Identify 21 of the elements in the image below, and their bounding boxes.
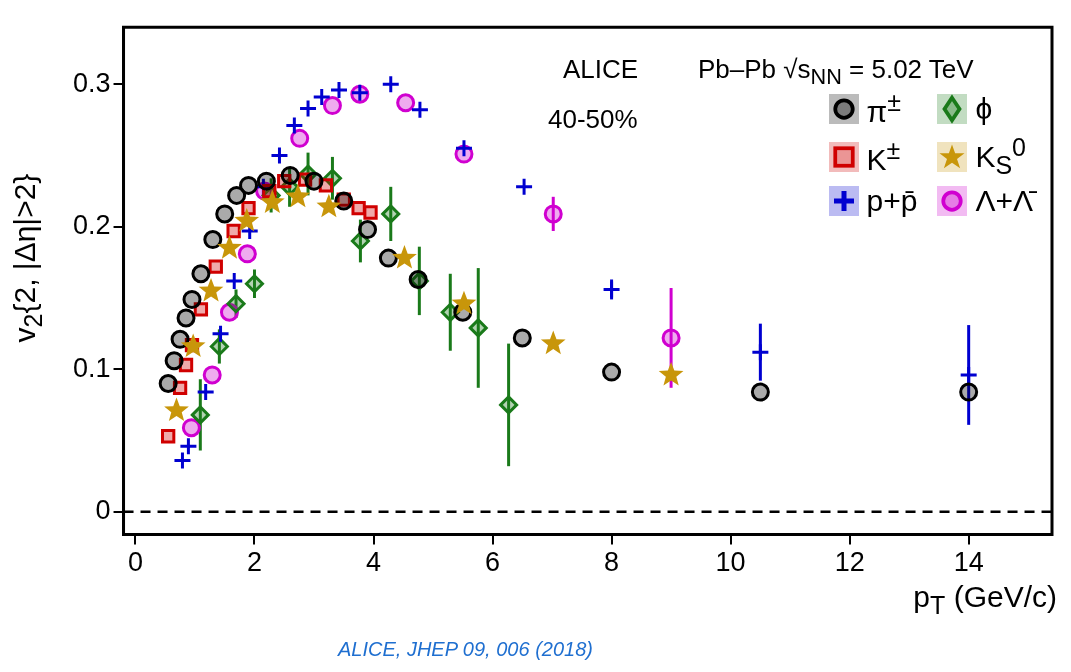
- x-tick-label: 10: [715, 547, 746, 578]
- text: ALICE, JHEP 09, 006 (2018): [338, 638, 593, 661]
- annotation: 40-50%: [548, 104, 638, 135]
- x-tick-label: 2: [246, 547, 262, 578]
- x-tick-label: 14: [953, 547, 984, 578]
- x-tick-label: 12: [834, 547, 865, 578]
- y-tick-label: 0.2: [72, 210, 111, 241]
- x-tick-label: 0: [127, 547, 143, 578]
- legend-label: K$^{±}$: [866, 136, 901, 177]
- legend-label: p+p̄: [866, 184, 918, 218]
- y-tick-label: 0: [95, 495, 111, 526]
- y-tick-label: 0.3: [72, 67, 111, 98]
- legend-label: π$^{±}$: [866, 88, 901, 129]
- x-tick-label: 6: [485, 547, 501, 578]
- y-tick-label: 0.1: [72, 352, 111, 383]
- annotation: Pb–Pb √s$_{NN}$ = 5.02 TeV: [698, 54, 974, 90]
- annotation: ALICE: [563, 54, 639, 85]
- legend-label: ϕ: [975, 91, 993, 126]
- x-axis-title: p$_{T}$ (GeV/c): [913, 580, 1057, 620]
- x-tick-label: 8: [604, 547, 620, 578]
- x-tick-label: 4: [365, 547, 382, 578]
